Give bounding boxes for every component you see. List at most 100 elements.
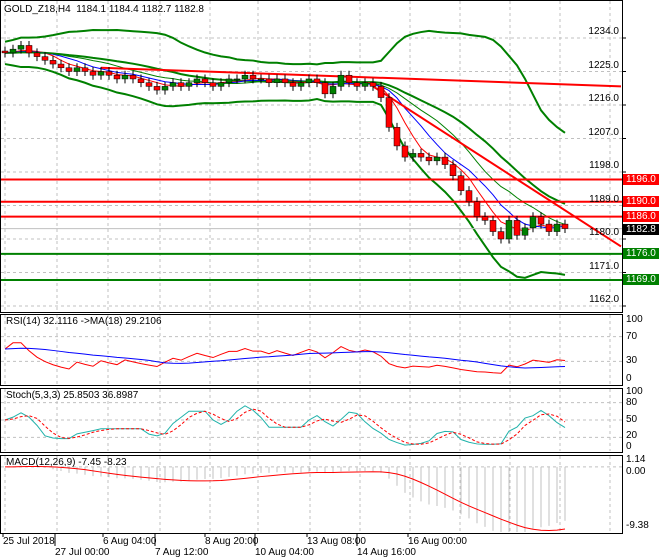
candle-body bbox=[561, 223, 569, 229]
candle-body bbox=[257, 78, 265, 81]
level-price-tag: 1169.0 bbox=[623, 274, 659, 286]
stoch-tick-label: 80 bbox=[626, 397, 638, 408]
candle-body bbox=[1, 50, 9, 54]
candle-body bbox=[249, 74, 257, 80]
level-price-tag: 1186.0 bbox=[623, 211, 659, 223]
time-axis-label: 8 Aug 20:00 bbox=[205, 536, 259, 547]
price-tick-label: 1198.0 bbox=[589, 160, 619, 171]
candle-body bbox=[289, 82, 297, 87]
candle-body bbox=[17, 45, 25, 50]
time-axis-label: 14 Aug 16:00 bbox=[357, 547, 416, 558]
candle-body bbox=[497, 231, 505, 240]
candle-body bbox=[521, 227, 529, 236]
bollinger-upper bbox=[4, 29, 566, 134]
rsi-tick-label: 30 bbox=[626, 355, 638, 367]
candle-body bbox=[529, 216, 537, 229]
candle-body bbox=[305, 78, 313, 83]
macd-tick-label: 1.14 bbox=[626, 454, 646, 465]
candle-body bbox=[201, 78, 209, 83]
stoch-tick-label: 0 bbox=[626, 441, 632, 452]
price-tick-label: 1189.0 bbox=[589, 193, 619, 205]
price-tick-label: 1207.0 bbox=[588, 126, 619, 138]
rsi-label: RSI(14) 32.1116 ->MA(18) 29.2106 bbox=[6, 316, 162, 327]
time-axis-label: 27 Jul 00:00 bbox=[55, 547, 110, 558]
panel-frame bbox=[0, 455, 623, 534]
time-axis-label: 7 Aug 12:00 bbox=[155, 547, 209, 558]
price-tick-label: 1234.0 bbox=[588, 26, 619, 37]
candle-body bbox=[481, 216, 489, 221]
level-price-tag: 1196.0 bbox=[623, 173, 659, 185]
candle-body bbox=[361, 82, 369, 87]
price-tick-label: 1162.0 bbox=[589, 294, 619, 305]
stoch-main-line bbox=[4, 405, 566, 446]
macd-signal-line bbox=[4, 466, 566, 532]
candle-body bbox=[209, 82, 217, 87]
candle-body bbox=[161, 86, 169, 91]
candle-body bbox=[465, 190, 473, 203]
time-axis-label: 6 Aug 04:00 bbox=[103, 536, 157, 547]
candle-body bbox=[385, 97, 393, 128]
ohlc-values: 1184.1 1184.4 1182.7 1182.8 bbox=[76, 4, 204, 15]
candle-body bbox=[25, 45, 33, 54]
candle-body bbox=[417, 153, 425, 158]
candle-body bbox=[281, 78, 289, 83]
candle-body bbox=[489, 220, 497, 232]
candle-body bbox=[321, 82, 329, 95]
price-tick-label: 1171.0 bbox=[589, 260, 619, 272]
candle-body bbox=[329, 86, 337, 95]
stoch-tick-label: 100 bbox=[626, 386, 643, 397]
candle-body bbox=[369, 82, 377, 87]
candle-body bbox=[153, 86, 161, 91]
time-axis-label: 25 Jul 2018 bbox=[3, 536, 55, 547]
time-axis-label: 13 Aug 08:00 bbox=[307, 536, 366, 547]
candle-body bbox=[73, 67, 81, 72]
stoch-signal-line bbox=[4, 408, 566, 445]
candle-body bbox=[193, 78, 201, 83]
stoch-tick-label: 50 bbox=[626, 414, 638, 425]
macd-label: MACD(12,26,9) -7.45 -8.23 bbox=[6, 457, 127, 468]
candle-body bbox=[185, 82, 193, 87]
candle-body bbox=[225, 78, 233, 83]
candle-body bbox=[425, 156, 433, 162]
symbol-title: GOLD_Z18,H4 1184.1 1184.4 1182.7 1182.8 bbox=[4, 4, 204, 16]
candle-body bbox=[49, 60, 57, 65]
candle-body bbox=[33, 52, 41, 57]
candle-body bbox=[97, 71, 105, 76]
rsi-ma-line bbox=[4, 347, 566, 369]
candle-body bbox=[105, 71, 113, 76]
rsi-tick-label: 70 bbox=[626, 330, 638, 342]
level-price-tag: 1176.0 bbox=[623, 248, 659, 260]
candle-body bbox=[57, 63, 65, 69]
candle-body bbox=[145, 82, 153, 87]
stoch-tick-label: 20 bbox=[626, 430, 638, 441]
candle-body bbox=[65, 67, 73, 72]
candle-body bbox=[313, 78, 321, 83]
candle-body bbox=[401, 145, 409, 158]
candle-body bbox=[553, 223, 561, 232]
candle-body bbox=[89, 71, 97, 76]
rsi-tick-label: 100 bbox=[626, 314, 643, 325]
candle-body bbox=[241, 74, 249, 80]
candle-body bbox=[41, 56, 49, 61]
rsi-line bbox=[4, 342, 566, 374]
candle-body bbox=[337, 74, 345, 87]
candle-body bbox=[177, 82, 185, 87]
stoch-label: Stoch(5,3,3) 25.8503 36.8987 bbox=[6, 390, 139, 401]
candle-body bbox=[449, 164, 457, 176]
bollinger-lower bbox=[4, 63, 566, 279]
panel-frame bbox=[0, 314, 623, 386]
candle-body bbox=[129, 74, 137, 80]
candle-body bbox=[265, 78, 273, 83]
candle-body bbox=[81, 67, 89, 72]
candle-body bbox=[433, 156, 441, 162]
candle-body bbox=[9, 48, 17, 54]
candle-body bbox=[441, 156, 449, 165]
candle-body bbox=[233, 78, 241, 81]
candle-body bbox=[345, 74, 353, 83]
candle-body bbox=[169, 82, 177, 87]
candle-body bbox=[113, 74, 121, 80]
candle-body bbox=[513, 220, 521, 236]
time-axis-label: 10 Aug 04:00 bbox=[255, 547, 314, 558]
